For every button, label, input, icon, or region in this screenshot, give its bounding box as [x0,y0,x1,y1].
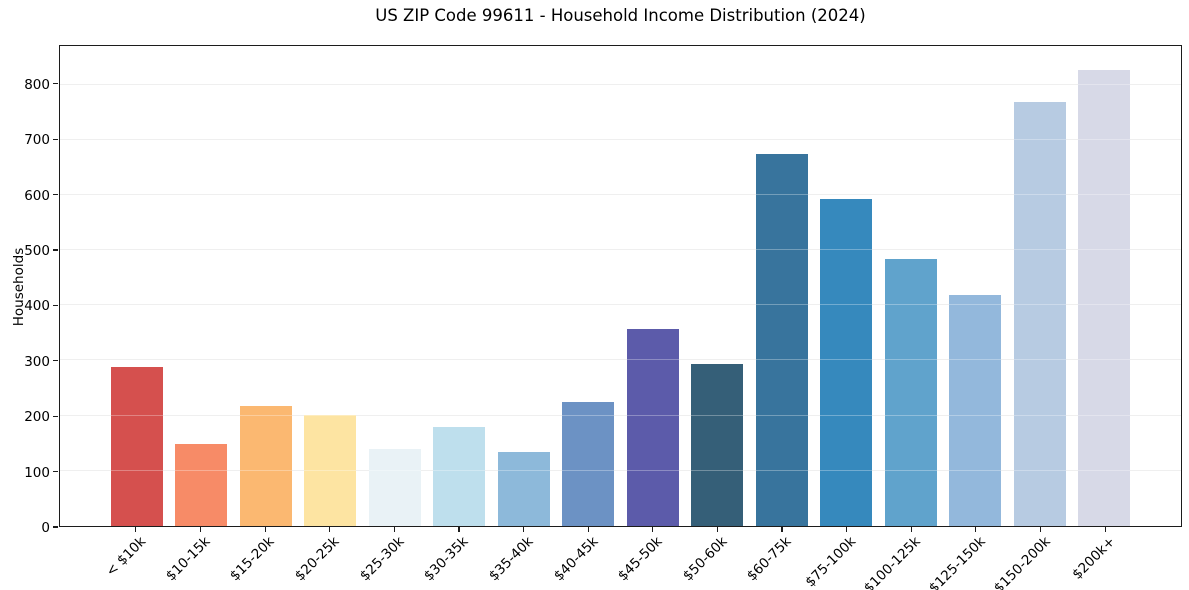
x-tick-mark [846,527,848,532]
x-tick-label: $60-75k [744,533,795,585]
y-tick-label: 800 [24,76,50,93]
y-tick-label: 400 [24,298,50,315]
bar-$20-25k [304,415,357,526]
y-tick-mark [53,360,58,362]
gridline [60,469,1181,471]
bar-$200k+ [1078,69,1131,526]
x-tick-label: $25-30k [356,533,408,585]
x-tick-label: $20-25k [291,533,343,585]
bar-$125-150k [949,294,1002,526]
y-tick-mark [53,415,58,417]
x-tick-mark [781,527,783,532]
x-tick-label: $40-45k [550,533,602,585]
x-tick-label: $125-150k [925,533,989,590]
y-tick-mark [53,83,58,85]
gridline-overlay [60,138,1181,140]
bar-$40-45k [562,402,615,526]
y-tick-mark [53,249,58,251]
y-tick-mark [53,193,58,196]
x-tick-mark [1104,527,1106,532]
y-tick-label: 300 [24,353,50,370]
x-tick-label: $200k+ [1068,533,1119,583]
x-tick-label: < $10k [102,533,149,580]
bar-$150-200k [1013,102,1066,526]
y-tick-mark [53,526,58,528]
x-tick-mark [652,527,654,532]
gridline-overlay [60,83,1181,85]
bar-< $10k [110,367,163,526]
x-tick-mark [135,527,137,532]
bar-$50-60k [691,363,744,526]
gridline-overlay [60,193,1181,195]
y-tick-mark [53,304,58,306]
gridline [60,359,1181,361]
y-tick-label: 600 [24,187,50,204]
x-tick-mark [458,527,460,532]
gridline [60,193,1181,195]
gridline [60,304,1181,306]
x-tick-mark [393,527,395,532]
bar-$15-20k [239,406,292,526]
bar-$30-35k [433,427,486,526]
bar-$35-40k [497,452,550,526]
x-tick-label: $30-35k [421,533,472,585]
x-tick-mark [264,527,266,532]
gridline-overlay [60,469,1181,471]
y-tick-mark [53,470,58,473]
chart-title: US ZIP Code 99611 - Household Income Dis… [375,6,866,25]
y-tick-label: 500 [24,242,50,259]
bar-$60-75k [755,154,808,526]
y-tick-label: 200 [24,409,50,426]
x-tick-mark [1039,527,1042,532]
gridline-overlay [60,249,1181,251]
gridline [60,138,1181,140]
y-tick-label: 100 [24,464,50,481]
bar-$10-15k [175,444,228,526]
x-tick-mark [910,527,912,532]
x-tick-mark [587,527,589,532]
x-tick-label: $10-15k [162,533,214,585]
gridline [60,83,1181,85]
x-tick-mark [329,527,331,532]
x-tick-label: $75-100k [802,533,860,590]
bar-$45-50k [626,329,679,526]
bar-$25-30k [368,449,421,526]
y-tick-label: 0 [41,520,50,536]
x-tick-label: $150-200k [990,533,1054,590]
x-tick-mark [199,527,202,532]
gridline-overlay [60,414,1181,416]
gridline [60,249,1181,251]
y-tick-label: 700 [24,132,50,149]
gridline-overlay [60,304,1181,306]
gridline [60,414,1181,416]
y-tick-mark [53,138,58,140]
x-tick-label: $15-20k [227,533,279,585]
gridline-overlay [60,359,1181,361]
x-tick-label: $35-40k [485,533,537,585]
plot-area [59,45,1182,527]
x-tick-mark [975,527,977,532]
x-tick-mark [522,527,525,532]
x-tick-label: $50-60k [679,533,731,585]
bar-$75-100k [820,199,873,526]
x-tick-mark [716,527,718,532]
x-tick-label: $100-125k [861,533,925,590]
x-tick-label: $45-50k [615,533,666,585]
bar-$100-125k [884,258,937,526]
